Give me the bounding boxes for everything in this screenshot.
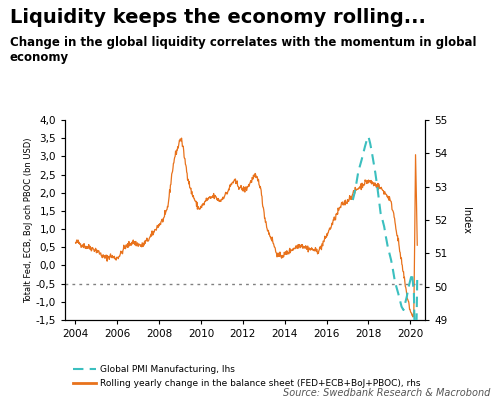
Text: Liquidity keeps the economy rolling...: Liquidity keeps the economy rolling... — [10, 8, 426, 27]
Text: Source: Swedbank Research & Macrobond: Source: Swedbank Research & Macrobond — [282, 388, 490, 398]
Y-axis label: Totalt Fed, ECB, BoJ och PBOC (bn USD): Totalt Fed, ECB, BoJ och PBOC (bn USD) — [24, 137, 33, 303]
Legend: Global PMI Manufacturing, lhs, Rolling yearly change in the balance sheet (FED+E: Global PMI Manufacturing, lhs, Rolling y… — [70, 362, 424, 392]
Text: Change in the global liquidity correlates with the momentum in global
economy: Change in the global liquidity correlate… — [10, 36, 476, 64]
Y-axis label: Index: Index — [461, 206, 471, 234]
